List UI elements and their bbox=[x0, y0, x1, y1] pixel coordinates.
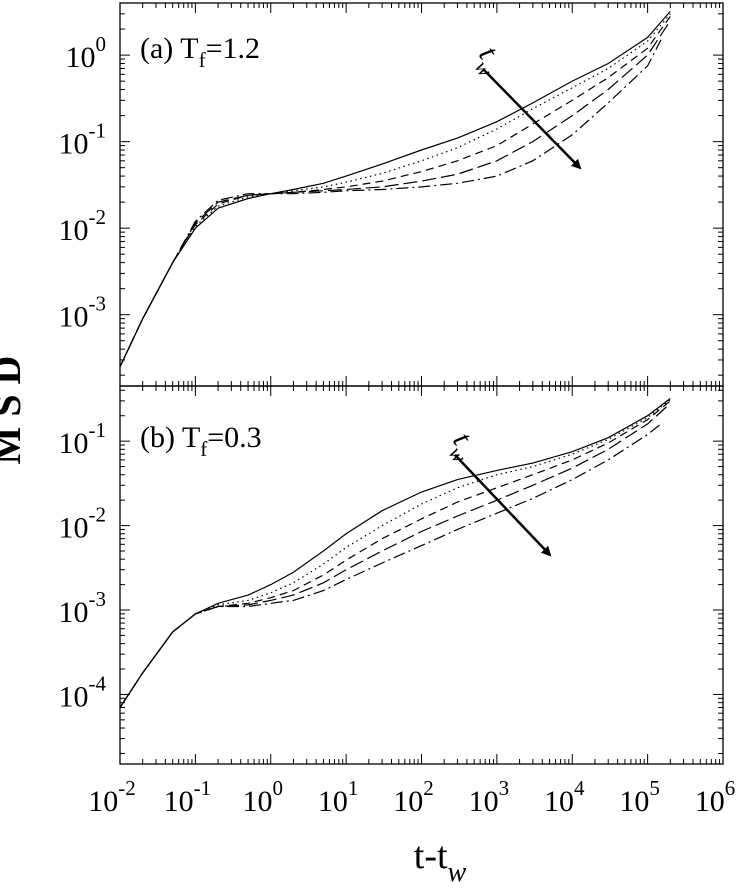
x-tick-label: 105 bbox=[619, 776, 660, 818]
panel-b: 10-1 10-2 10-3 10-4 10-2 10-1 100 101 102 103 104 1… bbox=[59, 385, 736, 818]
tw-arrow bbox=[454, 454, 552, 557]
y-tick-label: 10-4 bbox=[59, 671, 107, 713]
y-tick-label: 10-2 bbox=[59, 503, 107, 545]
series-line-solid bbox=[119, 11, 671, 368]
y-axis-label: M S D bbox=[0, 356, 29, 465]
y-tick-label: 10-3 bbox=[59, 587, 107, 629]
y-tick-label: 100 bbox=[66, 32, 107, 74]
y-tick-label: 10-1 bbox=[59, 418, 107, 460]
series-line-long-dash bbox=[119, 20, 671, 368]
tw-arrow-label: tw bbox=[439, 426, 486, 467]
x-axis-label-main: t-t bbox=[414, 835, 448, 877]
x-tick-label: 10-1 bbox=[164, 776, 212, 818]
panel-label: (b) Tf=0.3 bbox=[140, 421, 262, 461]
x-tick-label: 106 bbox=[695, 776, 736, 818]
y-tick-label: 10-3 bbox=[59, 292, 107, 334]
x-axis-label-sub: w bbox=[448, 857, 467, 888]
x-tick-label: 104 bbox=[544, 776, 585, 818]
x-tick-label: 100 bbox=[243, 776, 284, 818]
series-line-dash-dot bbox=[119, 423, 662, 708]
x-tick-label: 102 bbox=[393, 776, 434, 818]
x-axis-label: t-tw bbox=[414, 835, 467, 888]
y-tick-label: 10-1 bbox=[59, 119, 107, 161]
tw-arrow bbox=[483, 69, 582, 170]
x-tick-label: 10-2 bbox=[88, 776, 136, 818]
x-tick-label: 101 bbox=[318, 776, 359, 818]
x-tick-label: 103 bbox=[469, 776, 510, 818]
series-line-dotted bbox=[119, 13, 671, 368]
panel-label: (a) Tf=1.2 bbox=[140, 32, 260, 72]
y-tick-label: 10-2 bbox=[59, 205, 107, 247]
series-line-dash-dot bbox=[119, 39, 662, 368]
series-line-dashed bbox=[119, 16, 671, 368]
